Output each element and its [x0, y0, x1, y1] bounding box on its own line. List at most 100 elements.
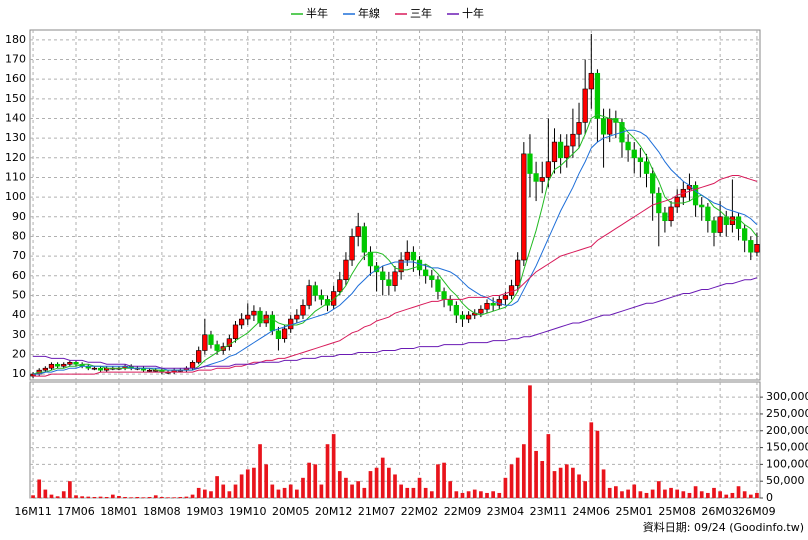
volume-bar — [669, 487, 673, 498]
x-tick-label: 25M08 — [658, 505, 696, 518]
candle-body — [459, 314, 466, 320]
volume-bar — [583, 481, 588, 498]
volume-bar — [166, 497, 170, 498]
volume-bar — [466, 491, 471, 498]
volume-bar — [650, 489, 655, 498]
candle-body — [441, 291, 447, 300]
volume-bar — [221, 484, 226, 498]
volume-bar — [368, 471, 373, 498]
y-tick-label: 70 — [12, 249, 26, 262]
y-tick-label: 160 — [5, 72, 26, 85]
y-tick-label: 180 — [5, 33, 26, 46]
legend-label: 年線 — [358, 6, 380, 20]
candle-body — [717, 216, 723, 233]
candle-body — [447, 299, 453, 306]
volume-bar — [110, 494, 115, 498]
candle-body — [275, 330, 282, 340]
volume-bar — [632, 484, 637, 498]
x-tick-label: 26M09 — [738, 505, 776, 518]
y-tick-label: 150 — [5, 92, 26, 105]
volume-bar — [742, 491, 747, 498]
volume-bar — [454, 491, 459, 498]
volume-bar — [264, 464, 269, 498]
volume-bar — [129, 497, 134, 498]
y-tick-label: 20 — [12, 347, 26, 360]
volume-bar — [123, 496, 127, 498]
volume-bar — [337, 471, 342, 498]
candle-body — [239, 318, 245, 326]
volume-bar — [405, 487, 410, 498]
x-tick-label: 20M05 — [272, 505, 310, 518]
y-tick-label: 110 — [5, 170, 26, 183]
volume-bar — [448, 481, 453, 498]
volume-bar — [282, 487, 287, 498]
volume-bar — [724, 494, 729, 498]
x-tick-label: 17M06 — [57, 505, 95, 518]
volume-bar — [239, 474, 244, 498]
volume-bar — [577, 474, 581, 498]
y-tick-label: 80 — [12, 229, 26, 242]
volume-bar — [601, 469, 606, 498]
volume-bar — [350, 484, 354, 498]
y-tick-label: 90 — [12, 210, 26, 223]
candle-body — [42, 367, 48, 371]
x-tick-label: 18M01 — [100, 505, 138, 518]
candle-body — [465, 314, 472, 320]
volume-bar — [319, 484, 324, 498]
volume-bar — [497, 492, 502, 498]
candle-body — [251, 310, 257, 316]
volume-bar — [693, 486, 698, 498]
volume-bar — [485, 492, 489, 498]
volume-bar — [245, 469, 250, 498]
volume-tick-label: 100,000 — [766, 457, 808, 470]
volume-bar — [552, 471, 557, 498]
volume-bar — [153, 495, 158, 498]
price-panel — [29, 29, 761, 381]
volume-bar — [675, 489, 680, 498]
volume-tick-label: 250,000 — [766, 407, 808, 420]
x-tick-label: 26M03 — [701, 505, 739, 518]
volume-bar — [380, 457, 385, 498]
candle-body — [208, 334, 214, 345]
candle-body — [361, 226, 367, 253]
volume-bar — [479, 491, 483, 498]
volume-bar — [564, 464, 569, 498]
y-tick-label: 140 — [5, 111, 26, 124]
x-tick-label: 24M06 — [573, 505, 611, 518]
volume-bar — [86, 496, 91, 498]
volume-bar — [589, 422, 594, 498]
candle-body — [631, 149, 637, 159]
volume-bar — [160, 496, 164, 498]
candle-body — [312, 285, 318, 296]
volume-bar — [104, 496, 109, 498]
volume-bar — [718, 491, 722, 498]
volume-bar — [178, 496, 183, 498]
volume-bar — [540, 461, 545, 498]
legend-label: 三年 — [410, 6, 432, 20]
volume-bar — [748, 494, 753, 498]
volume-bar — [503, 477, 508, 498]
volume-bar — [423, 487, 428, 498]
volume-bar — [258, 444, 262, 498]
volume-bar — [436, 464, 440, 498]
volume-bar — [190, 494, 195, 498]
volume-bar — [117, 495, 121, 498]
candle-body — [650, 173, 656, 194]
candle-body — [705, 206, 711, 222]
x-tick-label: 19M03 — [186, 505, 224, 518]
volume-bar — [270, 484, 275, 498]
x-tick-label: 22M09 — [444, 505, 482, 518]
volume-bar — [699, 491, 704, 498]
volume-bar — [374, 467, 379, 498]
volume-bar — [184, 496, 189, 498]
volume-bar — [43, 489, 48, 498]
volume-bar — [509, 464, 514, 498]
candle-body — [515, 259, 521, 286]
volume-bar — [68, 481, 72, 498]
candle-body — [668, 206, 674, 222]
source-note: 資料日期: 09/24 (Goodinfo.tw) — [643, 520, 804, 534]
volume-bar — [295, 489, 299, 498]
volume-bar — [755, 492, 759, 498]
volume-bar — [61, 491, 66, 498]
